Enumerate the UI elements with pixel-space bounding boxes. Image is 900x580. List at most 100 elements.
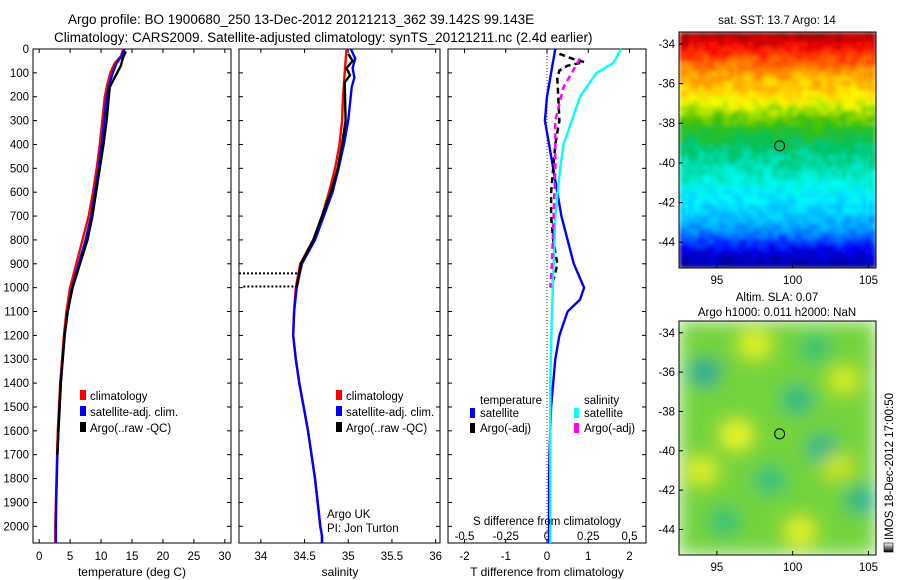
sst-cell — [836, 95, 843, 102]
sst-cell — [821, 140, 828, 146]
sst-cell — [831, 184, 838, 190]
map-y-tick-label: -44 — [658, 237, 675, 249]
sst-cell — [728, 189, 734, 195]
sst-cell — [807, 46, 813, 53]
sst-cell — [718, 140, 724, 146]
sst-cell — [777, 248, 784, 254]
sst-cell — [846, 199, 852, 205]
sst-cell — [841, 76, 848, 82]
temperature-axes-frame — [32, 48, 232, 544]
sst-cell — [821, 238, 828, 245]
sst-cell — [772, 184, 779, 190]
sst-cell — [846, 263, 852, 268]
sst-cell — [841, 218, 848, 225]
sst-cell — [841, 179, 848, 186]
sst-cell — [693, 130, 700, 136]
sst-cell — [831, 174, 838, 181]
sst-cell — [821, 41, 828, 48]
sst-cell — [703, 169, 710, 176]
sst-cell — [861, 100, 867, 107]
sst-cell — [821, 184, 828, 190]
sst-cell — [802, 189, 808, 195]
sst-cell — [856, 100, 862, 107]
sst-cell — [708, 135, 715, 141]
sst-cell — [841, 228, 848, 235]
temperature-xlabel: temperature (deg C) — [78, 565, 186, 579]
sst-cell — [698, 199, 705, 205]
sst-cell — [782, 71, 788, 77]
profile-line-argo-raw-qc- — [295, 53, 354, 288]
sst-cell — [787, 169, 793, 176]
sst-cell — [807, 115, 813, 122]
sst-cell — [782, 248, 788, 254]
sst-cell — [693, 263, 700, 268]
sst-cell — [743, 154, 749, 161]
sst-cell — [728, 159, 734, 166]
sst-cell — [698, 243, 705, 249]
sst-cell — [802, 243, 808, 249]
sst-cell — [826, 263, 833, 268]
sst-cell — [752, 174, 759, 181]
sst-cell — [679, 238, 685, 245]
sst-cell — [733, 184, 739, 190]
sst-cell — [871, 125, 876, 131]
sst-cell — [841, 213, 848, 220]
sst-cell — [757, 36, 764, 43]
sst-cell — [831, 46, 838, 53]
sst-cell — [811, 115, 818, 122]
sst-cell — [856, 56, 862, 63]
sst-cell — [856, 135, 862, 141]
sst-cell — [762, 233, 769, 240]
sst-cell — [782, 209, 788, 215]
sst-cell — [728, 218, 734, 225]
sst-cell — [816, 223, 823, 230]
sst-cell — [679, 46, 685, 53]
sst-cell — [762, 66, 769, 72]
sst-cell — [738, 223, 744, 230]
sst-cell — [743, 46, 749, 53]
sst-cell — [836, 258, 843, 264]
sst-cell — [703, 174, 710, 181]
sst-cell — [851, 71, 857, 77]
sst-cell — [792, 174, 798, 181]
sst-cell — [871, 228, 876, 235]
sst-cell — [718, 41, 724, 48]
sst-cell — [871, 41, 876, 48]
sst-cell — [693, 174, 700, 181]
sst-cell — [836, 71, 843, 77]
sst-cell — [851, 263, 857, 268]
sst-cell — [851, 81, 857, 87]
sst-cell — [866, 204, 872, 210]
sst-cell — [733, 174, 739, 181]
sst-cell — [747, 91, 754, 97]
sst-cell — [688, 61, 695, 68]
sst-cell — [738, 199, 744, 205]
sst-cell — [802, 204, 808, 210]
sst-cell — [816, 91, 823, 97]
sst-cell — [713, 213, 719, 220]
sst-cell — [797, 263, 803, 268]
sst-cell — [821, 100, 828, 107]
sst-cell — [777, 164, 784, 171]
sst-cell — [866, 218, 872, 225]
sst-cell — [708, 169, 715, 176]
sst-cell — [757, 258, 764, 264]
sst-cell — [713, 169, 719, 176]
sst-cell — [861, 159, 867, 166]
sst-cell — [821, 61, 828, 68]
sst-cell — [728, 199, 734, 205]
sst-cell — [713, 115, 719, 122]
sst-cell — [861, 184, 867, 190]
sst-cell — [807, 145, 813, 151]
sst-cell — [782, 46, 788, 53]
sst-cell — [861, 46, 867, 53]
sst-cell — [708, 61, 715, 68]
sst-cell — [797, 95, 803, 102]
sst-cell — [679, 125, 685, 131]
sst-cell — [723, 248, 729, 254]
sst-cell — [767, 150, 774, 156]
sst-cell — [802, 238, 808, 245]
sst-cell — [807, 140, 813, 146]
sst-cell — [851, 213, 857, 220]
sst-cell — [777, 189, 784, 195]
